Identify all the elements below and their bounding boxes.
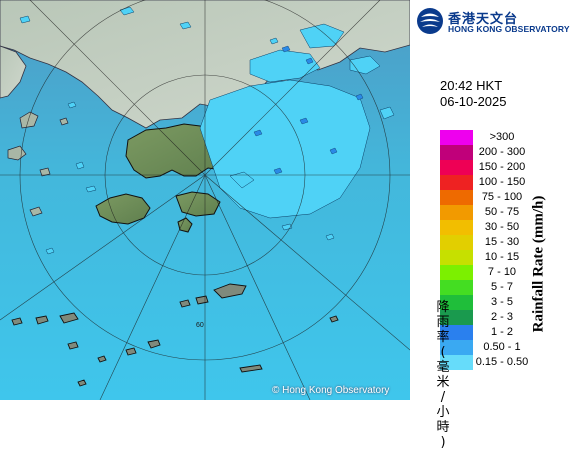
legend-label: 2 - 3 — [490, 311, 513, 323]
legend-row: 2 - 3 — [440, 310, 566, 325]
rain-echoes-light — [19, 6, 395, 255]
observation-date: 06-10-2025 — [440, 94, 507, 109]
legend-title-zh-char: / — [440, 390, 446, 405]
legend-color-swatch — [440, 145, 473, 160]
legend-color-swatch — [440, 160, 473, 175]
legend-color-swatch — [440, 295, 473, 310]
western-islands — [7, 111, 69, 217]
legend-color-swatch — [440, 190, 473, 205]
radar-map: 60 © Hong Kong Observatory — [0, 0, 410, 400]
legend-row: 1 - 2 — [440, 325, 566, 340]
legend-label: 1 - 2 — [490, 326, 513, 338]
legend-title-zh-char: ( — [440, 345, 446, 360]
legend-row: 15 - 30 — [440, 235, 566, 250]
legend-row: 200 - 300 — [440, 145, 566, 160]
legend-label: 200 - 300 — [478, 146, 526, 158]
legend-color-swatch — [440, 220, 473, 235]
legend-row: 150 - 200 — [440, 160, 566, 175]
legend-color-swatch — [440, 130, 473, 145]
legend-label: 50 - 75 — [484, 206, 520, 218]
legend-row: 5 - 7 — [440, 280, 566, 295]
legend-color-swatch — [440, 280, 473, 295]
legend-color-swatch — [440, 205, 473, 220]
observatory-emblem-icon — [417, 8, 443, 34]
legend-label: 10 - 15 — [484, 251, 520, 263]
legend-color-swatch — [440, 175, 473, 190]
legend-color-swatch — [440, 310, 473, 325]
legend-title-zh-char: ) — [440, 435, 446, 450]
legend-title-zh-char: 毫 — [436, 360, 450, 375]
range-rings — [0, 0, 410, 400]
legend-label: 30 - 50 — [484, 221, 520, 233]
org-name-zh: 香港天文台 — [448, 12, 519, 27]
legend-color-swatch — [440, 235, 473, 250]
observatory-logo: 香港天文台 HONG KONG OBSERVATORY — [416, 7, 576, 35]
legend-title-zh-char: 雨 — [436, 315, 450, 330]
legend-row: 75 - 100 — [440, 190, 566, 205]
legend-title-zh-char: 米 — [436, 375, 450, 390]
mainland-west-coast — [0, 45, 27, 99]
rain-echoes-moderate — [253, 45, 364, 175]
legend-row: 10 - 15 — [440, 250, 566, 265]
legend-title-zh-char: 小 — [436, 405, 450, 420]
legend-title-zh-char: 時 — [436, 420, 450, 435]
org-name-en: HONG KONG OBSERVATORY — [448, 24, 570, 34]
legend-color-swatch — [440, 340, 473, 355]
copyright-notice: © Hong Kong Observatory — [272, 385, 390, 396]
legend-label: 0.15 - 0.50 — [475, 356, 529, 368]
legend-title-zh-char: 降 — [436, 300, 450, 315]
legend-title-zh: 降雨率(毫米 / 小時) — [435, 300, 451, 450]
legend-row: 30 - 50 — [440, 220, 566, 235]
observation-time: 20:42 HKT — [440, 78, 503, 93]
legend-color-swatch — [440, 355, 473, 370]
legend-label: >300 — [489, 131, 515, 143]
legend-title-zh-char: 率 — [436, 330, 450, 345]
legend-label: 3 - 5 — [490, 296, 513, 308]
legend-panel: 香港天文台 HONG KONG OBSERVATORY 20:42 HKT 06… — [410, 0, 577, 450]
legend-color-swatch — [440, 265, 473, 280]
legend-row: 0.50 - 1 — [440, 340, 566, 355]
legend-row: 0.15 - 0.50 — [440, 355, 566, 370]
legend-label: 75 - 100 — [481, 191, 523, 203]
hong-kong-island — [175, 191, 221, 217]
legend-label: 15 - 30 — [484, 236, 520, 248]
range-ring-label: 60 — [196, 322, 204, 329]
legend-row: 7 - 10 — [440, 265, 566, 280]
legend-row: >300 — [440, 130, 566, 145]
legend-label: 150 - 200 — [478, 161, 526, 173]
legend-color-swatch — [440, 325, 473, 340]
legend-label: 7 - 10 — [487, 266, 517, 278]
legend-title-en: Rainfall Rate (mm/h) — [530, 195, 547, 333]
legend-row: 3 - 5 — [440, 295, 566, 310]
radar-map-canvas: 60 — [0, 0, 410, 400]
lantau-island — [95, 193, 151, 225]
legend-label: 0.50 - 1 — [483, 341, 521, 353]
legend-label: 100 - 150 — [478, 176, 526, 188]
legend-color-swatch — [440, 250, 473, 265]
legend-row: 50 - 75 — [440, 205, 566, 220]
legend-row: 100 - 150 — [440, 175, 566, 190]
legend-label: 5 - 7 — [490, 281, 513, 293]
southern-islands — [11, 283, 339, 387]
